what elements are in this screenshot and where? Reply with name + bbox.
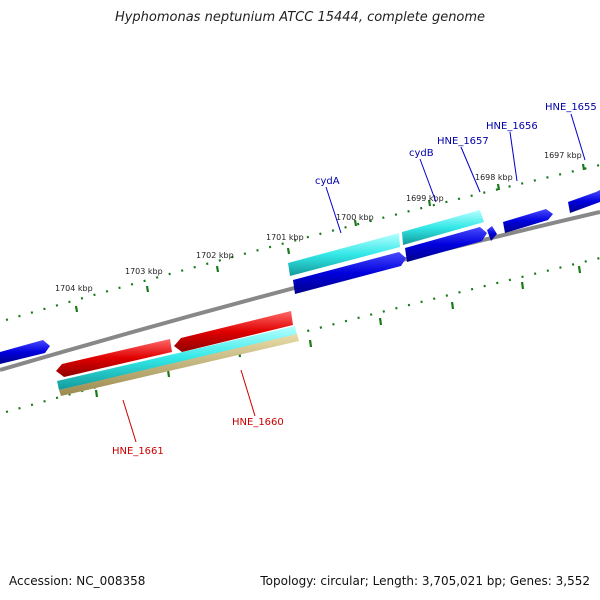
leader-cydb bbox=[419, 158, 437, 203]
leader-hne-1655 bbox=[570, 113, 586, 161]
inner-major-tick bbox=[577, 265, 582, 274]
inner-major-tick bbox=[308, 339, 313, 348]
gene-label-cyda[interactable]: cydA bbox=[315, 176, 340, 187]
outer-major-tick bbox=[286, 247, 291, 255]
gene-arrow-cyda[interactable] bbox=[293, 252, 406, 294]
gene-label-hne-1655[interactable]: HNE_1655 bbox=[545, 102, 597, 113]
outer-tick-track bbox=[5, 163, 600, 322]
scale-label-1701: 1701 kbp bbox=[266, 233, 304, 242]
scale-label-1703: 1703 kbp bbox=[125, 267, 163, 276]
scale-label-1702: 1702 kbp bbox=[196, 251, 234, 260]
gene-arrow-hne-1661[interactable] bbox=[56, 339, 172, 377]
gene-arrow-hne-1657[interactable] bbox=[487, 226, 497, 241]
gene-feature-reverse bbox=[59, 334, 299, 396]
outer-major-tick bbox=[581, 163, 586, 171]
map-title: Hyphomonas neptunium ATCC 15444, complet… bbox=[114, 10, 486, 25]
scale-label-1704: 1704 kbp bbox=[55, 284, 93, 293]
gene-arrow-hne-1655[interactable] bbox=[568, 190, 600, 213]
scale-label-1700: 1700 kbp bbox=[336, 213, 374, 222]
gene-label-hne-1657[interactable]: HNE_1657 bbox=[437, 136, 489, 147]
outer-major-tick bbox=[74, 305, 79, 313]
gene-arrow-hne-1660[interactable] bbox=[174, 311, 293, 352]
accession-label: Accession: NC_008358 bbox=[9, 574, 146, 588]
leader-hne-1660 bbox=[240, 369, 256, 417]
leader-hne-1661 bbox=[122, 399, 137, 443]
outer-major-tick bbox=[145, 285, 150, 293]
outer-major-tick bbox=[427, 199, 432, 207]
cds-feature-reverse bbox=[57, 326, 297, 390]
cds-feature-cydb bbox=[402, 210, 484, 245]
cds-feature-cyda bbox=[288, 233, 400, 276]
leader-cyda bbox=[325, 186, 342, 234]
gene-label-hne-1661[interactable]: HNE_1661 bbox=[112, 446, 164, 457]
topology-label: Topology: circular; Length: 3,705,021 bp… bbox=[260, 574, 590, 588]
inner-major-tick bbox=[94, 389, 99, 398]
scale-label-1699: 1699 kbp bbox=[406, 194, 444, 203]
inner-major-tick bbox=[378, 317, 383, 326]
scale-label-1698: 1698 kbp bbox=[475, 173, 513, 182]
outer-tick-dots bbox=[5, 163, 600, 322]
scale-label-1697: 1697 kbp bbox=[544, 151, 582, 160]
outer-major-tick bbox=[496, 183, 501, 191]
gene-arrow-hne-1656[interactable] bbox=[503, 209, 553, 233]
gene-arrow-left-forward[interactable] bbox=[0, 340, 50, 364]
gene-label-hne-1660[interactable]: HNE_1660 bbox=[232, 417, 284, 428]
gene-arrow-cydb[interactable] bbox=[405, 227, 487, 262]
leader-hne-1656 bbox=[509, 131, 518, 182]
outer-major-tick bbox=[353, 219, 358, 227]
inner-major-tick bbox=[520, 281, 525, 290]
gene-label-hne-1656[interactable]: HNE_1656 bbox=[486, 121, 538, 132]
inner-major-tick bbox=[450, 301, 455, 310]
outer-major-tick bbox=[215, 265, 220, 273]
leader-hne-1657 bbox=[460, 146, 481, 193]
gene-label-cydb[interactable]: cydB bbox=[409, 148, 434, 159]
